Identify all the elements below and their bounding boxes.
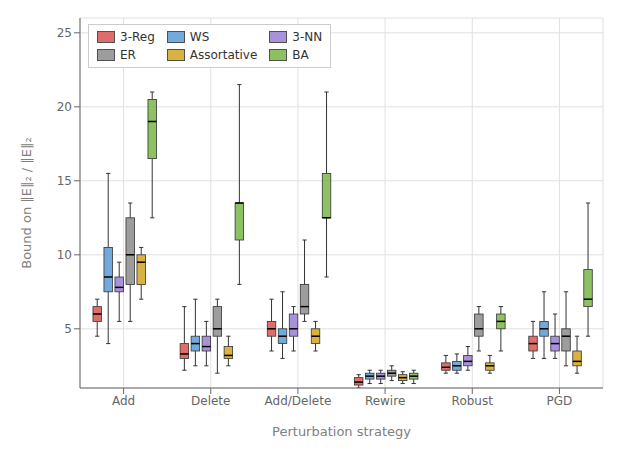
svg-text:PGD: PGD xyxy=(547,394,573,408)
svg-text:5: 5 xyxy=(64,322,72,336)
svg-text:Bound on ‖E‖₂ / ‖E‖₂: Bound on ‖E‖₂ / ‖E‖₂ xyxy=(19,137,34,269)
svg-text:25: 25 xyxy=(57,26,72,40)
html-text:Assortative: Assortative xyxy=(189,48,258,62)
svg-text:20: 20 xyxy=(57,100,72,114)
html-text:WS: WS xyxy=(189,30,210,44)
html-text:3-NN: 3-NN xyxy=(292,30,323,44)
html-text:3-Reg: 3-Reg xyxy=(120,30,155,44)
svg-text:10: 10 xyxy=(57,248,72,262)
svg-text:15: 15 xyxy=(57,174,72,188)
svg-text:Robust: Robust xyxy=(452,394,494,408)
html-text:BA: BA xyxy=(292,48,309,62)
svg-text:Rewire: Rewire xyxy=(365,394,405,408)
svg-text:Add: Add xyxy=(112,394,135,408)
svg-text:Delete: Delete xyxy=(191,394,230,408)
svg-text:Add/Delete: Add/Delete xyxy=(265,394,332,408)
svg-text:Perturbation strategy: Perturbation strategy xyxy=(272,424,411,439)
html-text:ER: ER xyxy=(120,48,136,62)
